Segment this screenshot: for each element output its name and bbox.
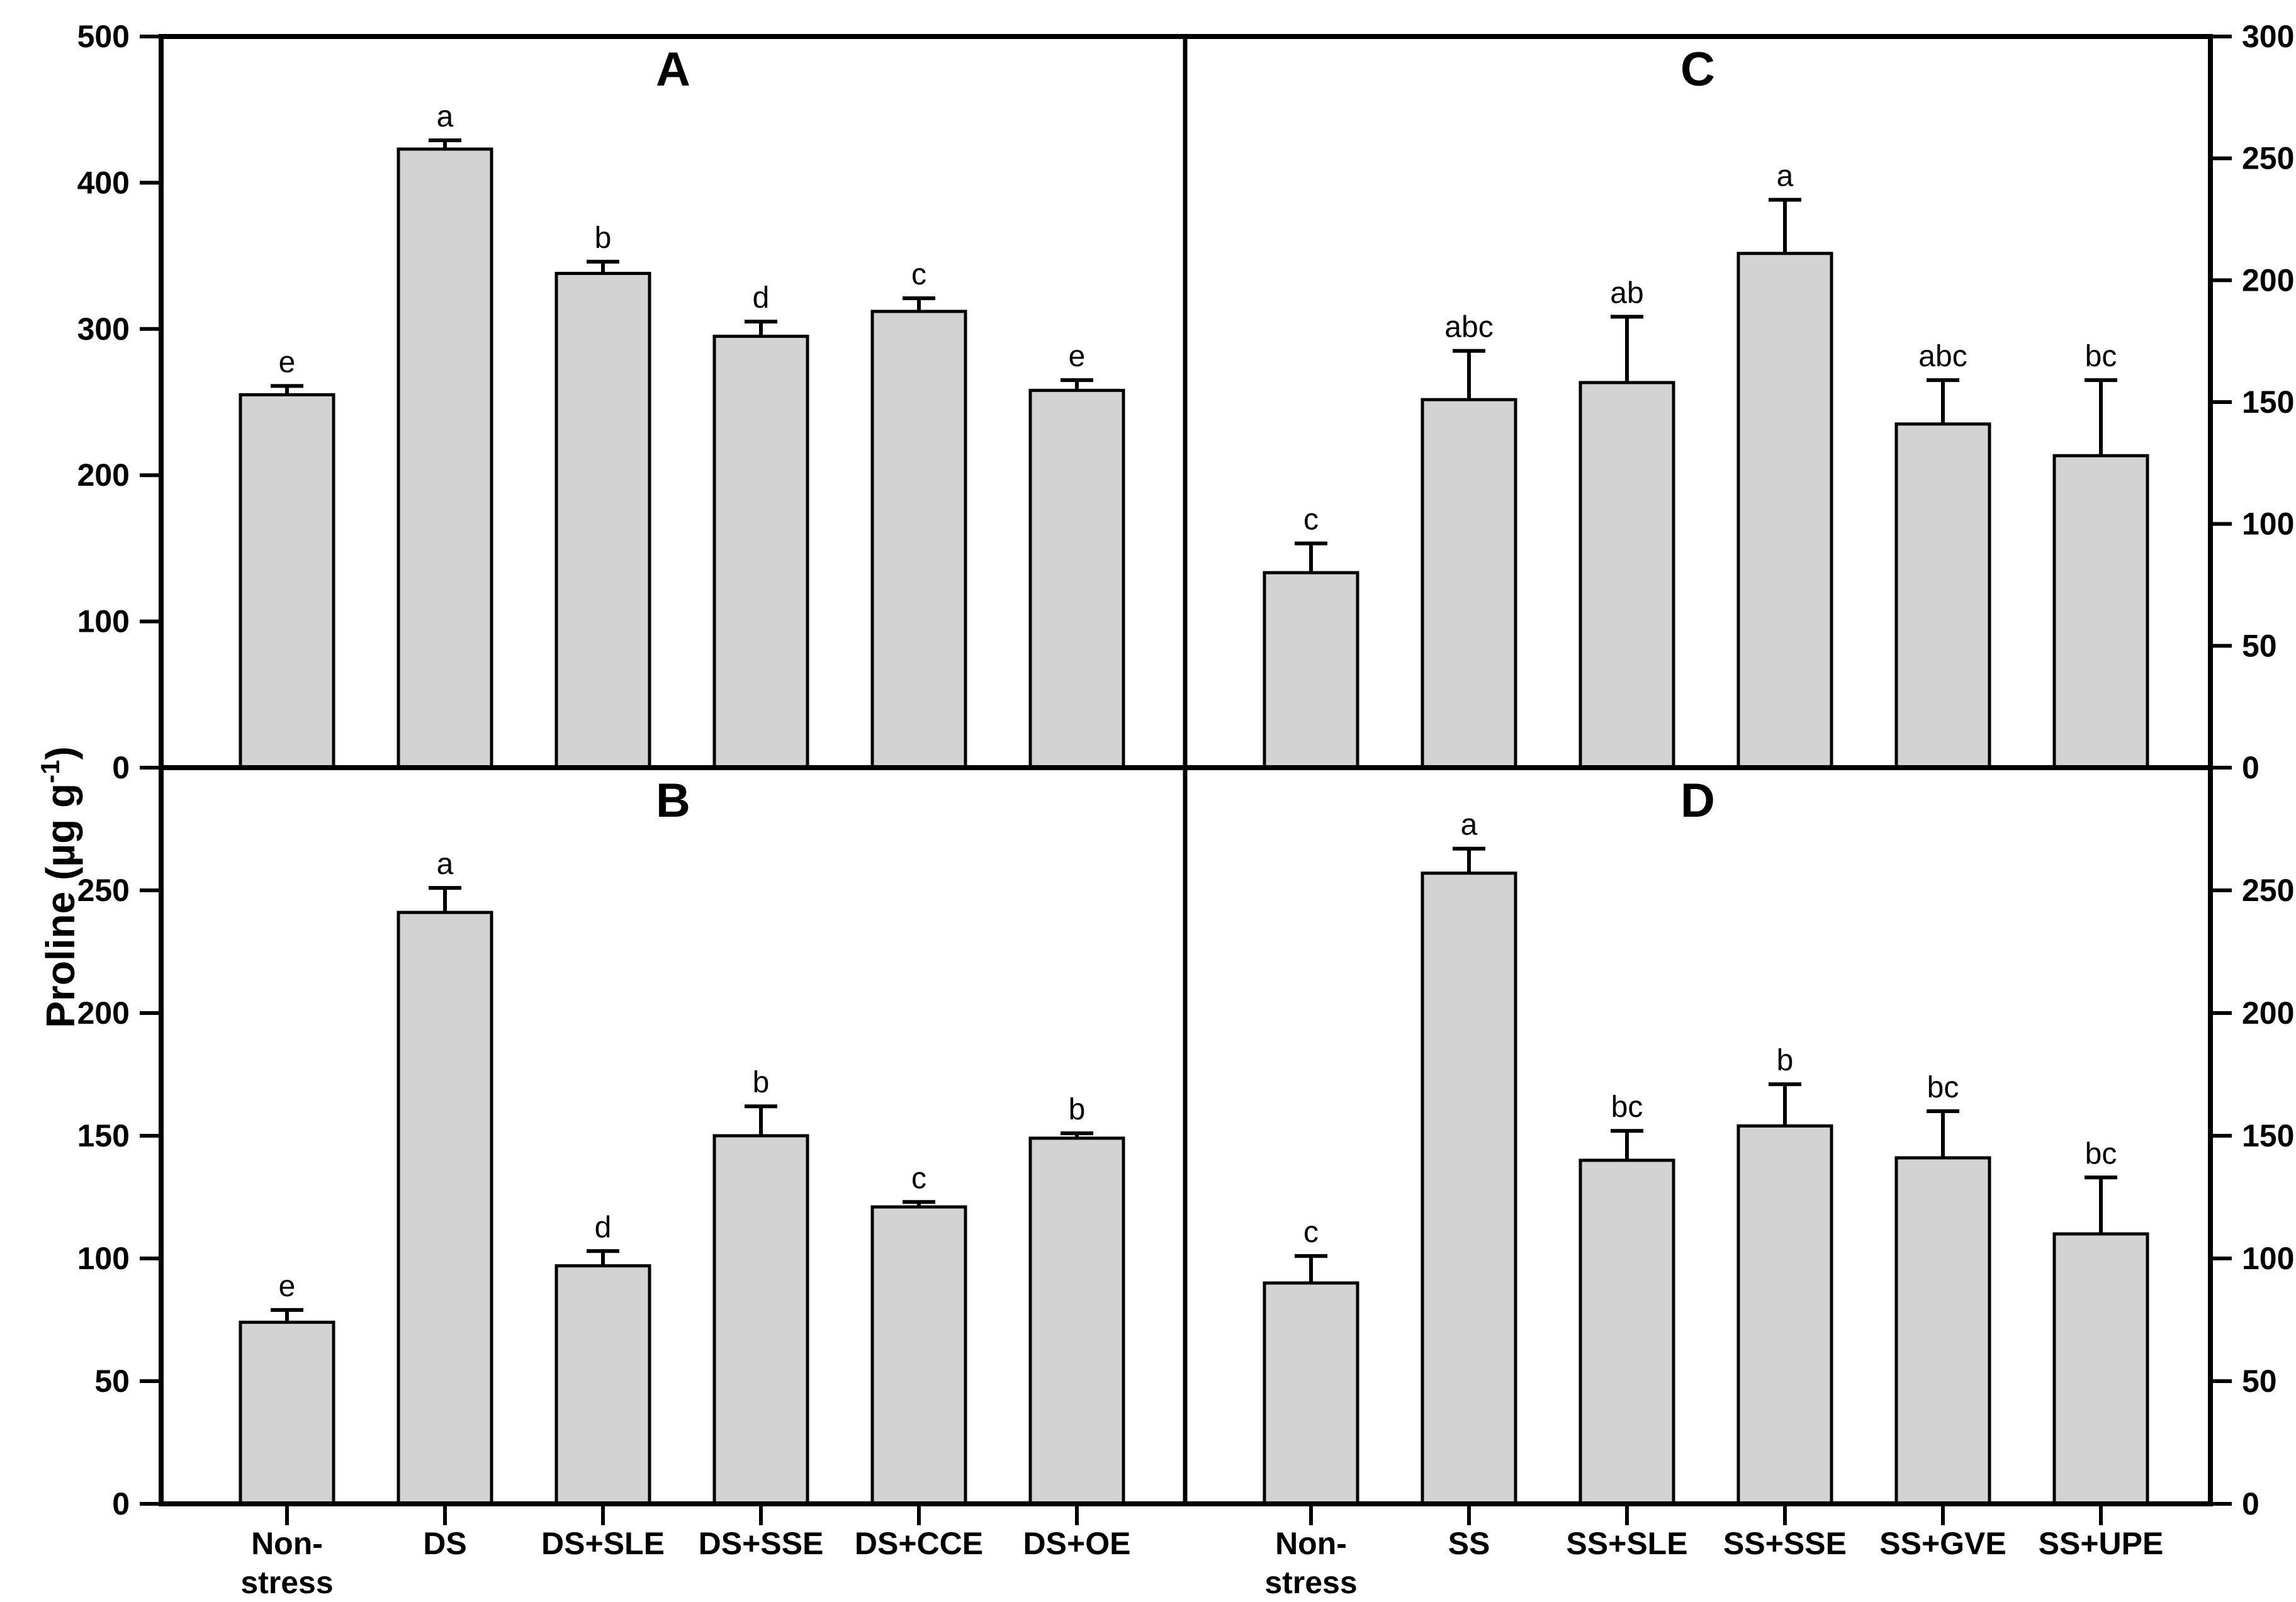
significance-letter: b: [1777, 1044, 1794, 1077]
significance-letter: c: [1303, 503, 1319, 537]
category-label-Non-stress: Non-stress: [240, 1526, 333, 1600]
bar-A-DS+SSE: [712, 334, 809, 770]
y-tick-label: 400: [77, 165, 130, 200]
significance-letter: a: [1777, 160, 1794, 193]
category-label-DS+SSE: DS+SSE: [699, 1526, 824, 1561]
panel-letter-B: B: [656, 774, 690, 827]
category-label-DS+SLE: DS+SLE: [541, 1526, 665, 1561]
y-tick-label: 0: [2242, 1486, 2259, 1521]
y-tick-label: 100: [2242, 507, 2294, 542]
significance-letter: d: [753, 281, 770, 315]
panel-letter-D: D: [1680, 774, 1715, 827]
bar-A-DS+OE: [1028, 388, 1125, 770]
bar-A-DS: [397, 147, 493, 770]
bar-B-DS+SSE: [712, 1134, 809, 1506]
significance-letter: b: [1069, 1093, 1086, 1126]
bar-B-DS+SLE: [554, 1264, 651, 1506]
y-tick-label: 200: [2242, 262, 2294, 298]
y-tick-label: 200: [2242, 995, 2294, 1031]
significance-letter: e: [1069, 340, 1086, 373]
significance-letter: e: [279, 1270, 296, 1303]
category-label-DS+OE: DS+OE: [1023, 1526, 1131, 1561]
significance-letter: a: [1461, 809, 1478, 842]
significance-letter: b: [595, 221, 612, 255]
y-tick-label: 0: [2242, 750, 2259, 785]
significance-letter: bc: [1927, 1071, 1959, 1104]
category-label-SS+GVE: SS+GVE: [1879, 1526, 2006, 1561]
significance-letter: c: [911, 1162, 926, 1195]
y-tick-label: 300: [2242, 19, 2294, 54]
significance-letter: e: [279, 345, 296, 379]
significance-letter: a: [437, 100, 454, 133]
y-tick-label: 150: [77, 1118, 130, 1153]
significance-letter: abc: [1444, 311, 1493, 344]
y-tick-label: 50: [94, 1364, 130, 1399]
category-label-SS: SS: [1448, 1526, 1490, 1561]
y-tick-label: 250: [77, 873, 130, 908]
bar-C-SS+GVE: [1894, 422, 1991, 770]
bar-D-Non-stress: [1263, 1281, 1359, 1506]
bar-B-DS+OE: [1028, 1136, 1125, 1506]
significance-letter: a: [437, 848, 454, 881]
significance-letter: abc: [1918, 340, 1967, 373]
bar-D-SS: [1421, 871, 1517, 1506]
category-label-Non-stress: Non-stress: [1264, 1526, 1357, 1600]
y-axis-title: Proline (µg g-1): [35, 746, 83, 1028]
panel-A: e a b d c e A 0 100 200 300 400 500: [77, 19, 1125, 785]
y-tick-label: 250: [2242, 873, 2294, 908]
bar-C-Non-stress: [1263, 571, 1359, 770]
panel-B: e a d b c b B 0 50 100 150 200 250 Non-stress DS DS+SLE…: [77, 774, 1131, 1600]
significance-letter: bc: [2085, 1137, 2117, 1170]
category-label-SS+SLE: SS+SLE: [1566, 1526, 1687, 1561]
category-label-SS+SSE: SS+SSE: [1723, 1526, 1847, 1561]
panel-C: c abc ab a abc bc C 0 50 100 150 200 250 300: [1263, 19, 2294, 785]
panel-D: c a bc b bc bc D 0 50 100 150 200 250 Non-stress SS SS+…: [1263, 774, 2294, 1600]
bar-C-SS+SLE: [1578, 381, 1675, 770]
bar-D-SS+SSE: [1736, 1124, 1833, 1506]
panel-letter-A: A: [656, 43, 690, 96]
category-label-DS: DS: [423, 1526, 466, 1561]
bar-C-SS+SSE: [1736, 252, 1833, 770]
bar-D-SS+SLE: [1578, 1158, 1675, 1506]
bar-B-Non-stress: [239, 1320, 335, 1506]
panel-letter-C: C: [1680, 43, 1715, 96]
bar-C-SS: [1421, 398, 1517, 770]
y-tick-label: 0: [112, 750, 130, 785]
y-tick-label: 100: [77, 604, 130, 639]
bar-C-SS+UPE: [2052, 454, 2149, 770]
bar-A-Non-stress: [239, 393, 335, 770]
significance-letter: bc: [1611, 1090, 1643, 1124]
significance-letter: bc: [2085, 340, 2117, 373]
significance-letter: ab: [1610, 276, 1643, 310]
significance-letter: b: [753, 1066, 770, 1099]
bar-A-DS+SLE: [554, 271, 651, 770]
y-tick-label: 150: [2242, 384, 2294, 420]
significance-letter: c: [911, 258, 926, 291]
bar-A-DS+CCE: [870, 310, 967, 770]
y-tick-label: 150: [2242, 1118, 2294, 1153]
y-tick-label: 100: [2242, 1241, 2294, 1276]
y-tick-label: 50: [2242, 1364, 2277, 1399]
y-tick-label: 100: [77, 1241, 130, 1276]
y-tick-label: 200: [77, 995, 130, 1031]
y-tick-label: 0: [112, 1486, 130, 1521]
bar-D-SS+UPE: [2052, 1232, 2149, 1506]
significance-letter: d: [595, 1211, 612, 1244]
y-tick-label: 500: [77, 19, 130, 54]
y-tick-label: 200: [77, 457, 130, 493]
category-label-DS+CCE: DS+CCE: [855, 1526, 983, 1561]
bar-B-DS: [397, 910, 493, 1506]
bar-D-SS+GVE: [1894, 1156, 1991, 1506]
significance-letter: c: [1303, 1216, 1319, 1249]
category-label-SS+UPE: SS+UPE: [2039, 1526, 2164, 1561]
y-tick-label: 300: [77, 311, 130, 347]
bar-B-DS+CCE: [870, 1205, 967, 1506]
y-tick-label: 250: [2242, 141, 2294, 176]
y-tick-label: 50: [2242, 628, 2277, 663]
